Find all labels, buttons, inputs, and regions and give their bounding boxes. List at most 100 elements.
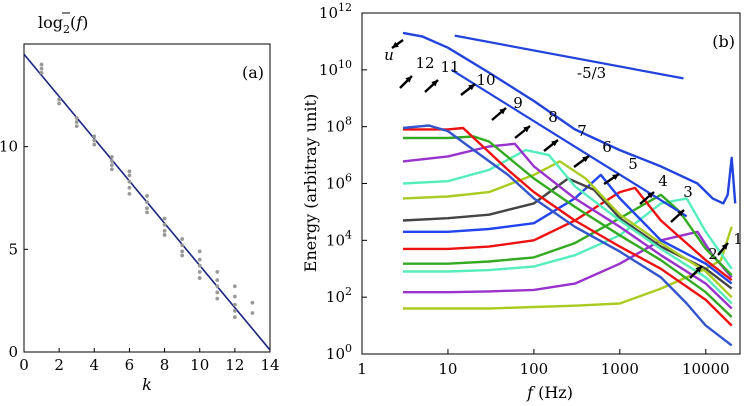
annotation-label: 11 [440, 58, 459, 76]
x-tick-label-b: 10 [438, 360, 457, 378]
data-point [232, 294, 237, 299]
data-point [232, 284, 237, 289]
data-point [215, 278, 220, 283]
annotation-arrowhead [551, 140, 558, 147]
data-point [39, 62, 44, 67]
data-point [215, 290, 220, 295]
annotation-label: 4 [658, 172, 668, 190]
data-point [215, 284, 220, 289]
panel-a: (a) log2(f) k 0 2 4 6 8 10 12 14 0 5 10 [0, 12, 280, 394]
data-point [250, 311, 255, 315]
panel-a-tag: (a) [242, 63, 264, 82]
annotation-label: u [384, 46, 394, 64]
annotation-arrowhead [612, 174, 619, 181]
series-line-10 [403, 135, 733, 318]
x-tick-label-a: 12 [225, 356, 244, 374]
series-line-8 [402, 148, 733, 305]
annotation-arrowhead [405, 76, 412, 83]
y-tick-label-a: 0 [8, 343, 18, 361]
series-line-unlabeled [403, 230, 733, 294]
data-point [74, 124, 79, 129]
panel-b: (b) Energy (arbitray unit) f (Hz) -5/3 1… [301, 1, 743, 402]
annotation-label: 12 [415, 54, 434, 72]
data-point [232, 302, 237, 307]
annotation-arrowhead [499, 108, 506, 115]
data-point [215, 296, 220, 301]
annotation-label: 5 [628, 155, 638, 173]
panel-b-ylabel: Energy (arbitray unit) [301, 94, 320, 272]
data-point [57, 101, 62, 106]
data-point [92, 134, 97, 139]
ylabel-base: log [38, 13, 63, 32]
data-point [145, 210, 149, 215]
annotation-label: 3 [683, 183, 693, 201]
data-point [127, 185, 132, 190]
data-point [197, 263, 202, 268]
data-point [109, 155, 114, 159]
x-tick-label-b: 100 [520, 360, 549, 378]
data-point [180, 243, 185, 248]
curves-group [402, 31, 737, 347]
data-point [145, 194, 149, 198]
annotation-arrowhead [431, 80, 438, 87]
panel-b-xlabel: f (Hz) [526, 383, 573, 402]
y-tick-label-a: 5 [8, 240, 18, 258]
data-point [197, 270, 202, 274]
series-line-3 [403, 193, 733, 276]
data-point [180, 237, 185, 241]
data-point [215, 270, 220, 274]
x-tick-label-a: 14 [260, 356, 279, 374]
ylabel-sub: 2 [63, 23, 70, 36]
xlabel-unit: (Hz) [533, 383, 573, 402]
annotation-arrowhead [392, 41, 399, 48]
slope-label: -5/3 [577, 64, 606, 82]
annotation-arrowhead [677, 210, 684, 217]
data-point [197, 257, 202, 262]
panel-a-xlabel: k [142, 375, 152, 394]
annotation-arrowhead [695, 266, 702, 273]
data-point [109, 163, 114, 168]
data-point [127, 179, 132, 184]
x-tick-label-a: 4 [90, 356, 100, 374]
x-tick-label-a: 8 [160, 356, 170, 374]
annotation-label: 6 [602, 138, 612, 156]
y-tick-label-b: 104 [326, 228, 352, 249]
slope-reference-line [454, 34, 684, 80]
series-line-12 [402, 124, 733, 347]
series-line-11 [403, 126, 733, 327]
data-point [232, 315, 237, 319]
data-point [39, 66, 44, 71]
y-tick-label-b: 100 [326, 342, 352, 363]
panel-b-tag: (b) [712, 32, 735, 51]
data-point [162, 216, 167, 221]
annotation-arrowhead [468, 84, 475, 91]
data-point [109, 159, 114, 163]
data-point [145, 206, 149, 211]
panel-a-ylabel: log2(f) [38, 13, 88, 36]
y-tick-label-b: 1012 [319, 1, 352, 22]
data-point [127, 169, 132, 174]
ylabel-arg: f [75, 13, 85, 32]
data-point [162, 228, 167, 233]
data-point [250, 300, 255, 305]
slope-reference-line [450, 68, 688, 218]
data-point [180, 249, 185, 254]
data-point [197, 276, 202, 280]
annotation-label: 9 [513, 94, 523, 112]
series-line-4 [403, 186, 733, 282]
data-point [39, 70, 44, 75]
data-point [74, 116, 79, 120]
data-point [127, 173, 132, 178]
x-tick-label-a: 6 [125, 356, 135, 374]
y-tick-label-a: 10 [0, 138, 18, 156]
annotation-label: 7 [577, 122, 587, 140]
data-point [162, 233, 167, 237]
data-point [109, 167, 114, 172]
series-line-u [402, 31, 737, 205]
annotation-label: 2 [708, 245, 718, 263]
x-tick-label-b: 10000 [682, 360, 730, 378]
x-tick-label-b: 1 [357, 360, 367, 378]
data-point [180, 253, 185, 258]
data-point [74, 120, 79, 124]
